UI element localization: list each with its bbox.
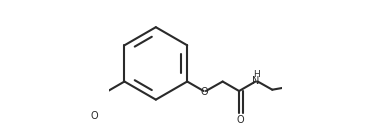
- Text: N: N: [252, 76, 260, 86]
- Text: O: O: [91, 110, 99, 121]
- Text: O: O: [237, 115, 245, 125]
- Text: O: O: [201, 87, 208, 96]
- Text: H: H: [253, 70, 259, 79]
